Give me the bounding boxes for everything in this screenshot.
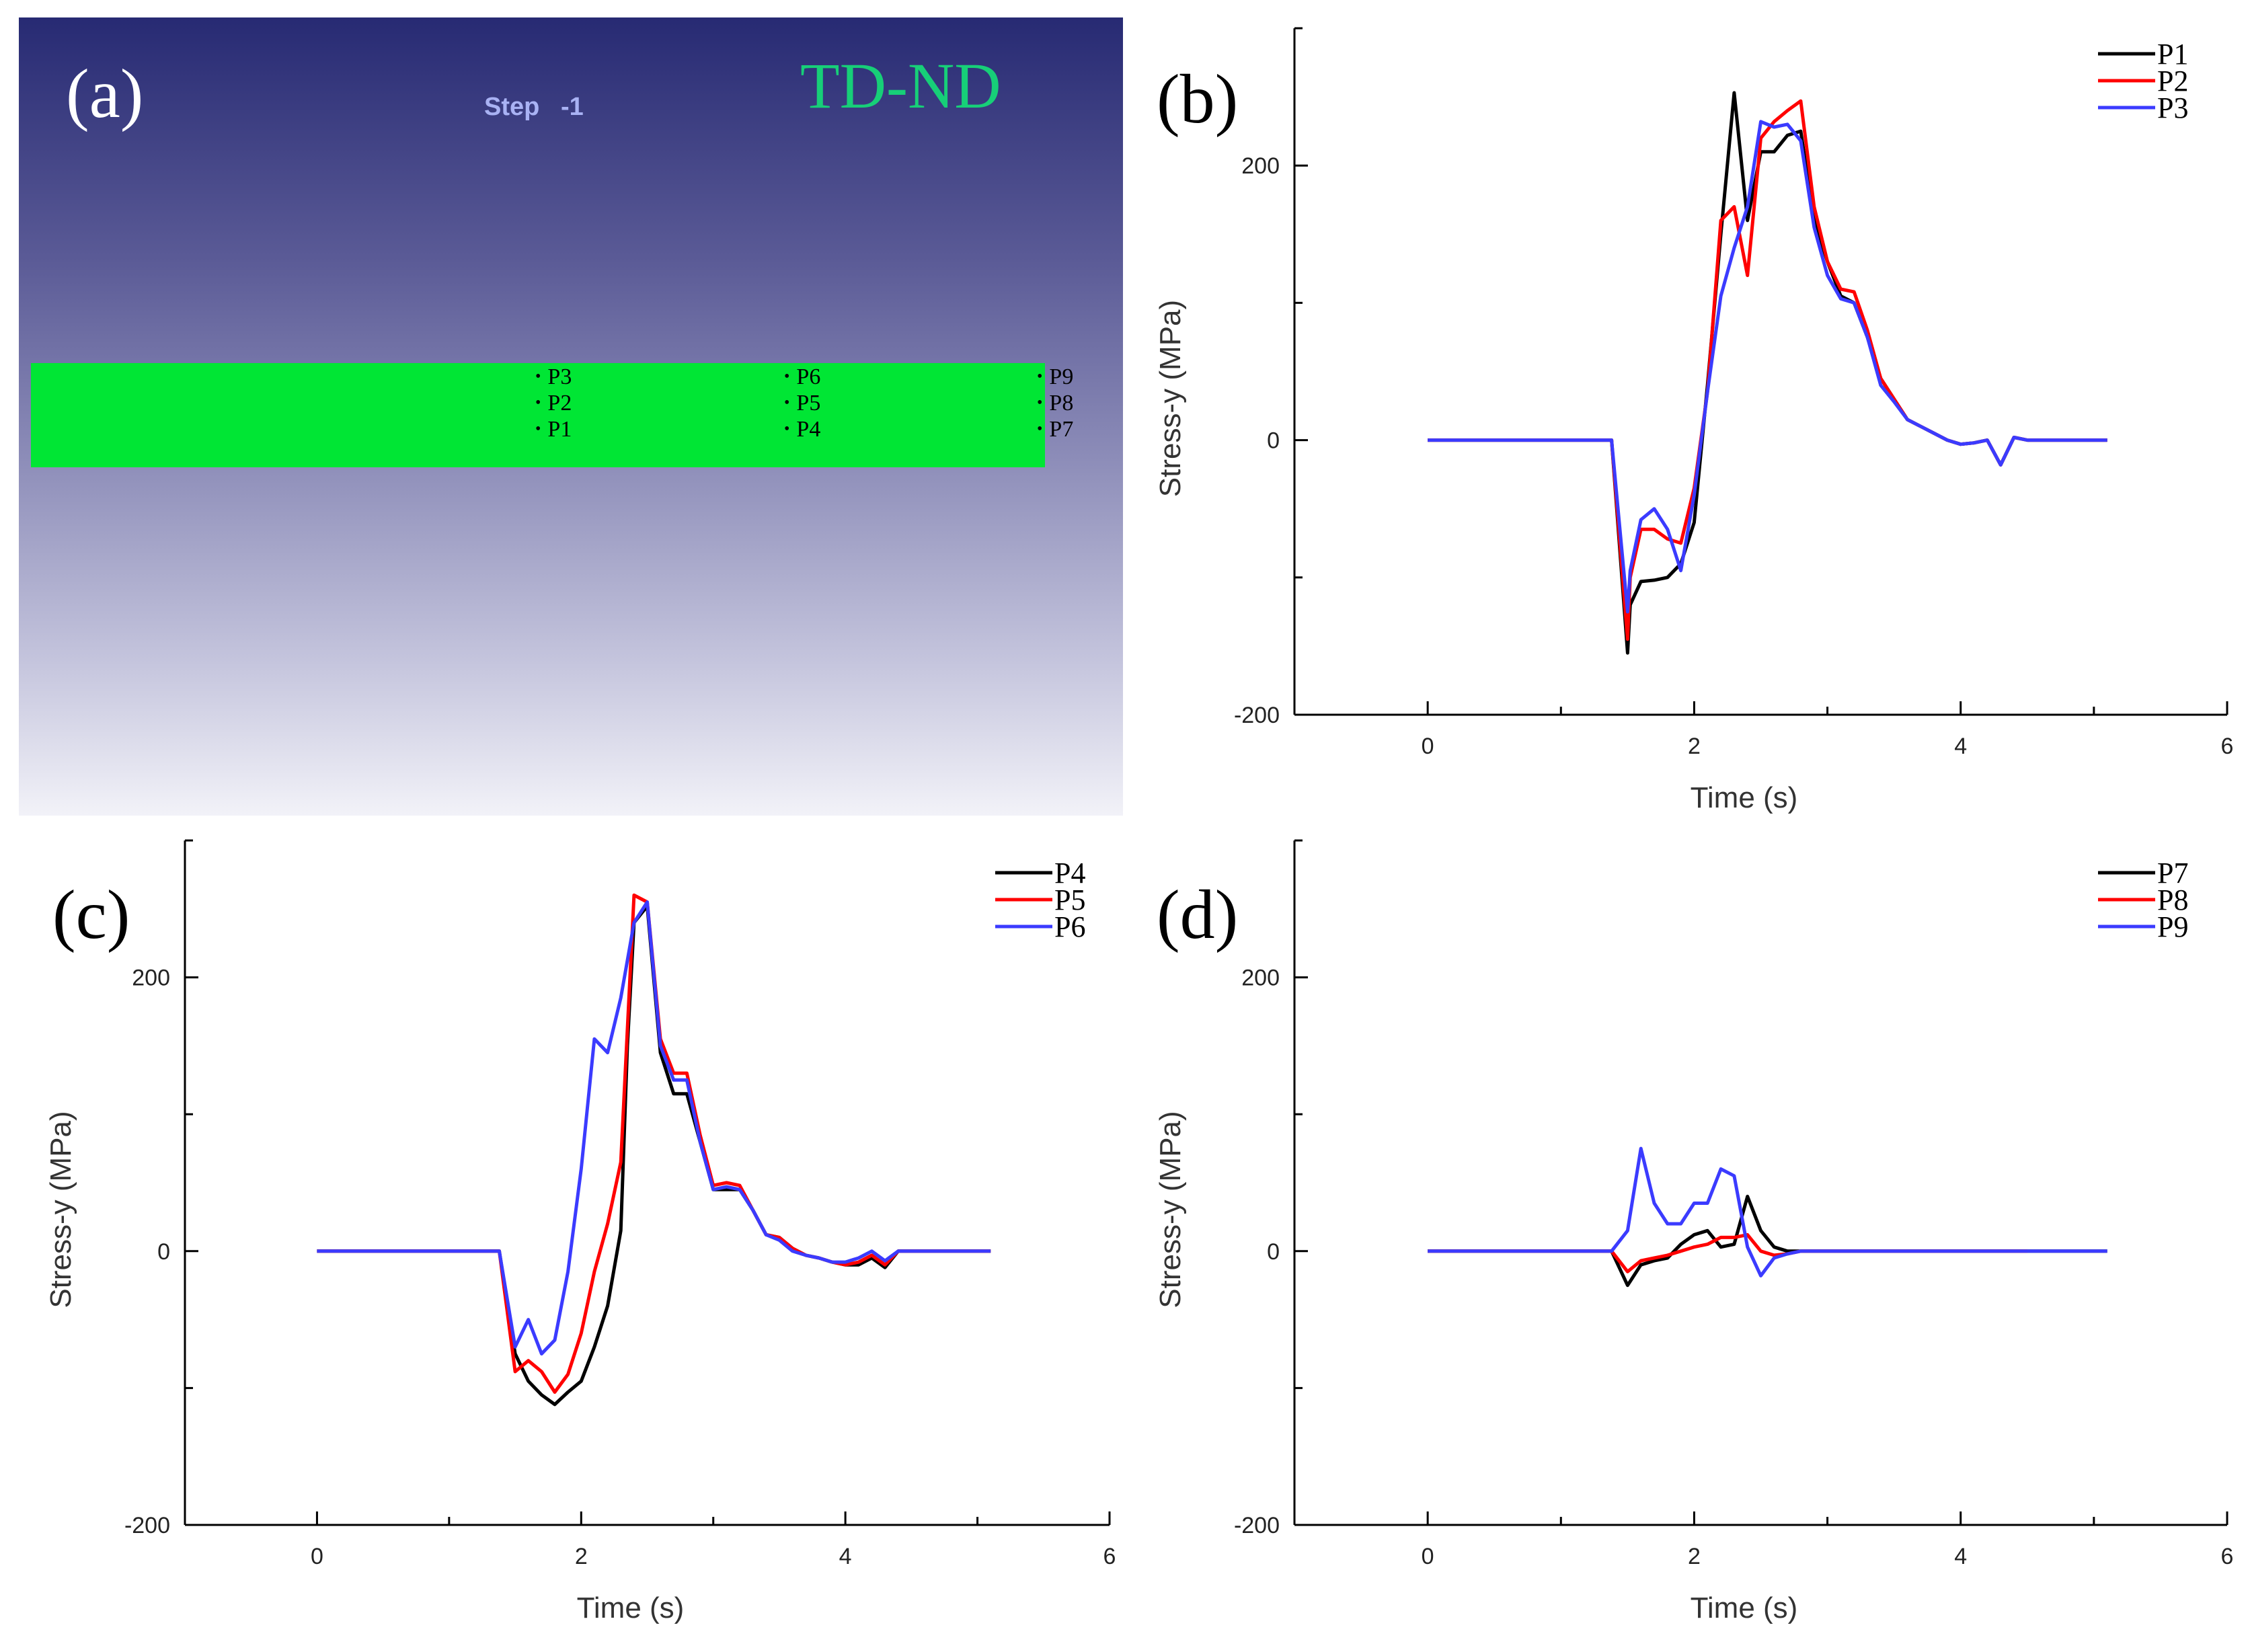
point-label-p4: P4 [784, 418, 820, 441]
point-label-p5: P5 [784, 392, 820, 415]
x-tick-label: 6 [2221, 1544, 2234, 1569]
y-axis-label: Stress-y (MPa) [1154, 1111, 1187, 1308]
legend-label-p9: P9 [2157, 910, 2188, 943]
panel-a-letter: (a) [66, 55, 144, 132]
step-label: Step -1 [484, 93, 584, 121]
legend-label-p1: P1 [2157, 38, 2188, 71]
point-label-p3: P3 [535, 366, 572, 389]
y-tick-label: -200 [1234, 1513, 1280, 1538]
y-tick-label: -200 [124, 1513, 170, 1538]
x-tick-label: 0 [1422, 1544, 1434, 1569]
series-line-p5 [317, 893, 991, 1394]
y-tick-label: 200 [1241, 153, 1280, 179]
legend-label-p7: P7 [2157, 857, 2188, 890]
x-tick-label: 4 [1954, 734, 1967, 759]
x-tick-label: 2 [575, 1544, 588, 1569]
panel-letter: (b) [1157, 61, 1238, 138]
legend-label-p4: P4 [1054, 857, 1085, 890]
y-tick-label: 0 [157, 1239, 170, 1265]
series-line-p7 [1428, 1194, 2107, 1288]
y-axis-label: Stress-y (MPa) [44, 1111, 77, 1308]
point-label-p6: P6 [784, 366, 820, 389]
panel-letter: (d) [1157, 876, 1238, 953]
point-label-p2: P2 [535, 392, 572, 415]
y-tick-label: 0 [1267, 1239, 1280, 1265]
point-label-p8: P8 [1037, 392, 1073, 415]
x-tick-label: 4 [839, 1544, 852, 1569]
y-tick-label: -200 [1234, 703, 1280, 728]
series-line-p6 [317, 900, 991, 1355]
series-line-p8 [1428, 1232, 2027, 1273]
y-tick-label: 200 [1241, 966, 1280, 991]
x-tick-label: 2 [1688, 734, 1701, 759]
y-tick-label: 200 [132, 966, 170, 991]
x-axis-label: Time (s) [577, 1591, 685, 1624]
series-line-p3 [1428, 120, 2107, 614]
panel-letter: (c) [52, 876, 130, 953]
panel-a-title: TD-ND [800, 50, 1001, 122]
point-label-p1: P1 [535, 418, 572, 441]
x-tick-label: 2 [1688, 1544, 1701, 1569]
x-axis-label: Time (s) [1691, 781, 1798, 814]
x-tick-label: 0 [1422, 734, 1434, 759]
y-axis-label: Stress-y (MPa) [1154, 300, 1187, 497]
point-label-p7: P7 [1037, 418, 1073, 441]
legend-label-p6: P6 [1054, 910, 1085, 943]
legend-label-p3: P3 [2157, 91, 2188, 124]
legend-label-p5: P5 [1054, 883, 1085, 916]
series-line-p9 [1428, 1146, 2107, 1277]
x-tick-label: 4 [1954, 1544, 1967, 1569]
x-axis-label: Time (s) [1691, 1591, 1798, 1624]
x-tick-label: 6 [2221, 734, 2234, 759]
point-label-p9: P9 [1037, 366, 1073, 389]
legend-label-p2: P2 [2157, 65, 2188, 97]
y-tick-label: 0 [1267, 428, 1280, 454]
x-tick-label: 0 [311, 1544, 323, 1569]
x-tick-label: 6 [1103, 1544, 1116, 1569]
legend-label-p8: P8 [2157, 883, 2188, 916]
